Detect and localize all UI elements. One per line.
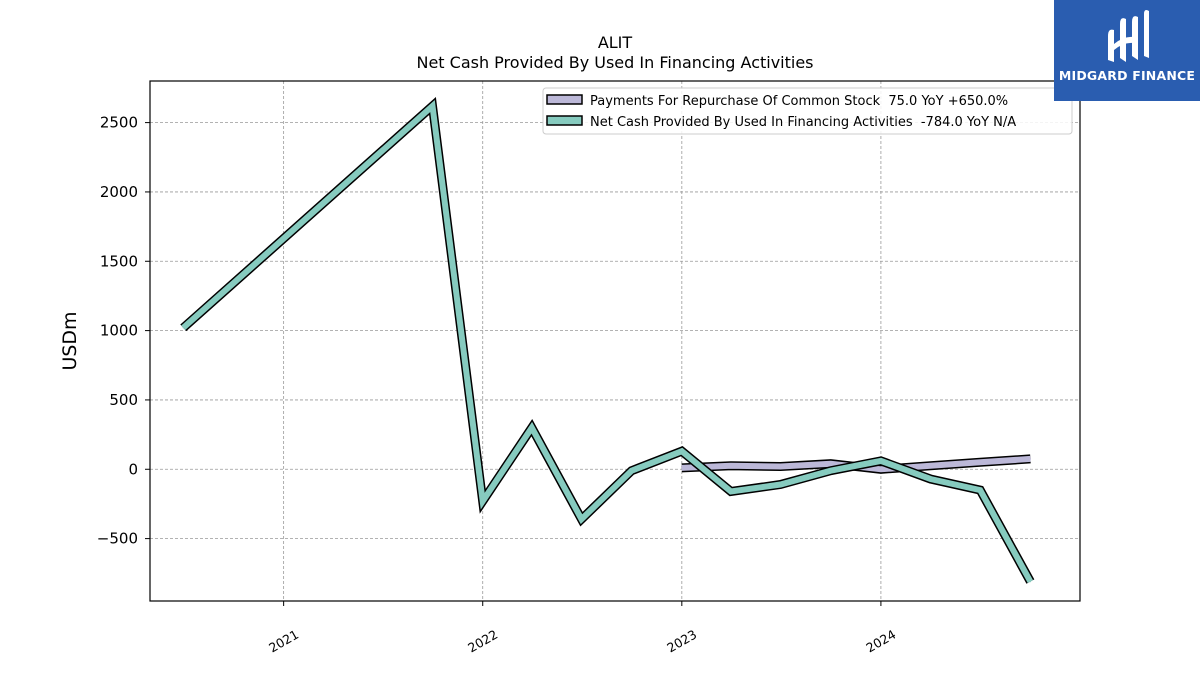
series-1-point <box>681 450 683 452</box>
series-0-point <box>929 465 932 467</box>
legend: Payments For Repurchase Of Common Stock … <box>542 87 1073 135</box>
series-0-point <box>880 468 882 470</box>
logo-text: MIDGARD FINANCE <box>1058 68 1196 83</box>
series-1-point <box>830 470 832 472</box>
series-1-point <box>880 460 882 462</box>
tick-layer: −500 0 500 1000 1500 2000 2500 2021 2022 2023 2024 <box>97 114 899 656</box>
y-tick-label: 0 <box>128 460 138 478</box>
series-layer <box>180 96 1035 584</box>
series-1-point <box>580 518 583 520</box>
series-1-point <box>779 483 782 486</box>
x-tick-label: 2021 <box>266 627 301 656</box>
series-1-point <box>631 470 633 472</box>
y-axis-label: USDm <box>59 311 81 370</box>
series-1-point <box>431 105 434 107</box>
chart-title: ALIT <box>598 33 633 52</box>
series-1-point <box>182 327 184 329</box>
series-0-point <box>979 461 981 463</box>
x-tick-label: 2023 <box>664 627 699 656</box>
series-0-point <box>1029 458 1031 460</box>
series-1-point <box>482 500 484 502</box>
chart-subtitle: Net Cash Provided By Used In Financing A… <box>416 53 813 72</box>
series-1-point <box>730 490 732 493</box>
series-1-point <box>1029 581 1031 583</box>
legend-swatch-repurchase <box>546 94 583 105</box>
y-tick-label: 500 <box>109 391 138 409</box>
series-0-point <box>681 467 683 469</box>
series-1-point <box>979 489 981 491</box>
y-tick-label: 2000 <box>100 183 138 201</box>
y-tick-label: 1500 <box>100 252 138 270</box>
legend-label-repurchase: Payments For Repurchase Of Common Stock … <box>590 94 1008 109</box>
series-1-line <box>181 99 1034 584</box>
logo-mark-icon <box>1108 10 1149 63</box>
series-0-point <box>779 465 782 468</box>
series-1-point <box>531 427 533 429</box>
series-1-outline <box>180 96 1035 584</box>
plot-frame <box>149 80 1081 602</box>
y-tick-label: 2500 <box>100 114 138 132</box>
x-tick-label: 2022 <box>465 627 500 656</box>
legend-label-financing: Net Cash Provided By Used In Financing A… <box>590 115 1016 130</box>
series-0-point <box>730 465 732 467</box>
y-tick-label: 1000 <box>100 322 138 340</box>
legend-swatch-financing <box>546 115 583 126</box>
series-1-point <box>929 478 932 480</box>
y-tick-label: −500 <box>97 530 138 548</box>
brand-logo: MIDGARD FINANCE <box>1054 0 1200 101</box>
x-tick-label: 2024 <box>863 627 898 656</box>
legend-box <box>542 87 1073 135</box>
series-0-point <box>830 463 832 465</box>
grid-layer <box>150 81 1080 601</box>
